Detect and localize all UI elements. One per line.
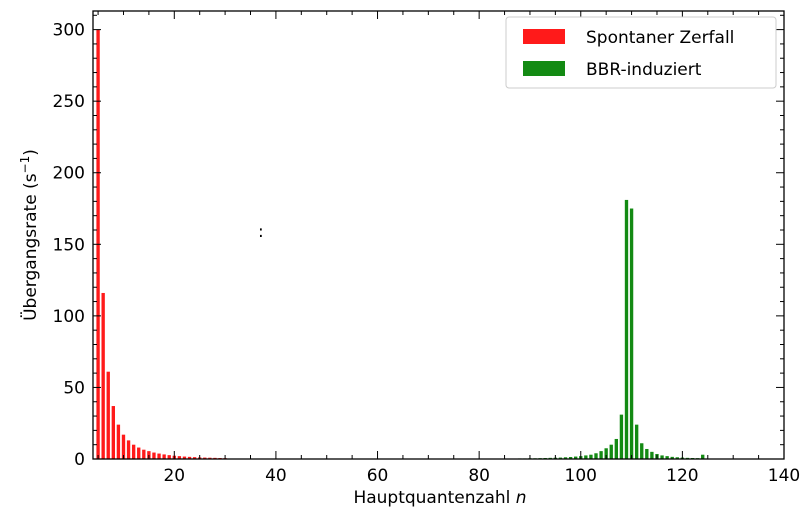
stray-annotation: : [258, 222, 264, 242]
bbr-bar-n124 [701, 454, 705, 459]
x-tick-label: 100 [565, 466, 597, 486]
x-tick-label: 140 [768, 466, 800, 486]
spontaneous-bar-n16 [152, 452, 156, 459]
spontaneous-bar-n10 [121, 434, 126, 459]
spontaneous-bar-n22 [182, 456, 187, 459]
plot-frame [92, 10, 785, 460]
spontaneous-bar-n9 [116, 424, 121, 459]
y-tick-label: 300 [53, 21, 85, 41]
bbr-bar-n110 [629, 208, 634, 459]
bbr-bar-n111 [634, 424, 639, 459]
spontaneous-bar-n18 [162, 454, 166, 459]
spontaneous-bar-n24 [192, 457, 197, 459]
legend-swatch-spontaneous [523, 29, 565, 44]
legend: Spontaner Zerfall BBR-induziert [505, 16, 777, 89]
bbr-bar-n99 [574, 456, 578, 459]
y-tick-label: 0 [74, 450, 85, 470]
bbr-bar-n113 [645, 448, 649, 459]
y-axis-ticks: 0 50 100 150 200 250 300 [53, 14, 784, 470]
bbr-bar-n107 [614, 438, 618, 459]
legend-frame [505, 16, 777, 89]
spontaneous-bar-n6 [101, 292, 105, 459]
spontaneous-bar-n19 [167, 455, 171, 459]
y-tick-label: 50 [63, 378, 85, 398]
bbr-bar-n108 [619, 414, 624, 459]
x-tick-label: 120 [666, 466, 698, 486]
x-tick-label: 40 [265, 466, 287, 486]
legend-label-bbr: BBR-induziert [586, 60, 702, 80]
bbr-bar-n104 [599, 451, 603, 459]
x-tick-label: 80 [468, 466, 490, 486]
bbr-bar-n119 [675, 457, 679, 459]
y-axis-label: Übergangsrate (s−1) [18, 149, 41, 321]
bbr-bar-n106 [609, 444, 613, 459]
spontaneous-bar-n23 [187, 456, 192, 459]
bbr-bar-n117 [665, 456, 669, 459]
bbr-bar-n116 [660, 455, 664, 459]
y-tick-label: 150 [53, 235, 85, 255]
bbr-bar-n97 [563, 457, 568, 459]
bbr-bar-n112 [640, 443, 644, 459]
spontaneous-bar-n13 [137, 447, 141, 459]
bbr-bar-n102 [589, 454, 593, 459]
spontaneous-bar-n26 [203, 457, 207, 459]
y-tick-label: 200 [53, 164, 85, 184]
legend-swatch-bbr [523, 61, 565, 76]
y-tick-label: 100 [53, 307, 85, 327]
spontaneous-bar-n17 [157, 453, 161, 459]
bbr-bar-n118 [670, 456, 674, 459]
bbr-bar-n109 [624, 199, 629, 459]
legend-label-spontaneous: Spontaner Zerfall [586, 28, 734, 48]
x-axis-label: Hauptquantenzahl n [353, 488, 526, 508]
bbr-bar-n103 [594, 453, 598, 459]
bbr-bar-n105 [604, 448, 608, 459]
spontaneous-bar-n7 [106, 371, 110, 459]
x-tick-label: 20 [163, 466, 185, 486]
bbr-bar-n101 [584, 455, 588, 459]
spontaneous-bar-n21 [177, 456, 182, 459]
bbr-bar-n98 [568, 457, 573, 459]
y-tick-label: 250 [53, 92, 85, 112]
spontaneous-bar-n12 [131, 444, 136, 459]
spontaneous-bar-n11 [126, 440, 131, 459]
x-tick-label: 60 [367, 466, 389, 486]
x-axis-ticks: 20 40 60 80 100 120 140 [97, 11, 800, 486]
bbr-bar-n114 [650, 451, 654, 459]
spontaneous-bar-n8 [111, 406, 115, 459]
bbr-bar-n96 [558, 457, 563, 459]
spontaneous-bar-n14 [142, 449, 146, 459]
